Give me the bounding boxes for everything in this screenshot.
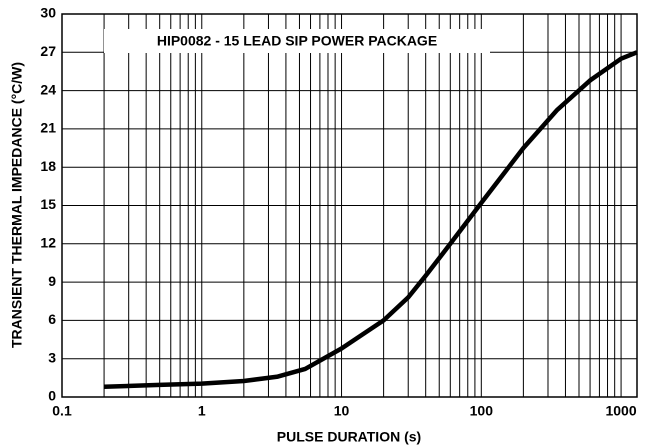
x-tick-label: 0.1 [52, 403, 72, 419]
y-tick-label: 3 [48, 349, 56, 365]
x-axis-label: PULSE DURATION (s) [277, 429, 421, 445]
y-tick-label: 24 [40, 81, 56, 97]
y-tick-label: 6 [48, 311, 56, 327]
y-tick-label: 12 [40, 235, 56, 251]
y-tick-label: 21 [40, 120, 56, 136]
y-tick-label: 0 [48, 388, 56, 404]
x-tick-label: 1 [198, 403, 206, 419]
y-tick-label: 9 [48, 273, 56, 289]
x-tick-label: 10 [334, 403, 350, 419]
y-tick-label: 18 [40, 158, 56, 174]
annotation-box [104, 29, 490, 53]
x-tick-label: 100 [470, 403, 494, 419]
x-tick-label: 1000 [605, 403, 636, 419]
annotation: HIP0082 - 15 LEAD SIP POWER PACKAGE [157, 33, 437, 49]
y-axis-label: TRANSIENT THERMAL IMPEDANCE (°C/W) [9, 62, 25, 348]
y-tick-label: 30 [40, 5, 56, 21]
y-tick-label: 15 [40, 196, 56, 212]
y-tick-label: 27 [40, 43, 56, 59]
curve [104, 50, 638, 390]
